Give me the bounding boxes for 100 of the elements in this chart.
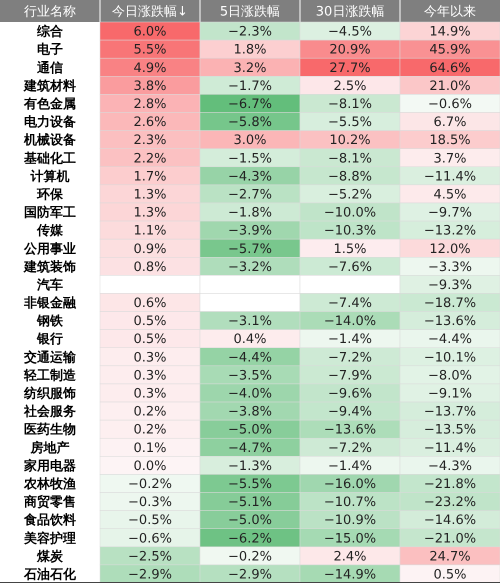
- data-label: −18.7%: [424, 296, 476, 312]
- data-label: 27.7%: [329, 60, 371, 76]
- data-label: −13.7%: [424, 404, 476, 420]
- x-tick-label: 5日涨跌幅: [220, 4, 280, 20]
- data-label: −10.1%: [424, 350, 476, 366]
- data-label: 0.5%: [133, 314, 167, 330]
- data-label: 0.6%: [133, 296, 167, 312]
- data-label: −4.5%: [328, 24, 372, 40]
- data-label: −10.9%: [324, 513, 376, 528]
- data-label: −9.6%: [328, 386, 372, 402]
- data-label: 6.7%: [433, 115, 467, 130]
- y-tick-label: 机械设备: [23, 133, 76, 148]
- data-label: −1.4%: [328, 458, 372, 474]
- y-tick-label: 环保: [36, 187, 64, 202]
- data-label: 12.0%: [429, 242, 471, 257]
- data-label: 0.3%: [133, 368, 167, 384]
- x-tick-label: 今年以来: [424, 4, 476, 20]
- data-label: −7.6%: [328, 260, 372, 275]
- data-label: −13.2%: [424, 224, 476, 239]
- data-label: 1.7%: [133, 169, 167, 184]
- y-tick-label: 轻工制造: [23, 368, 77, 384]
- y-tick-label: 汽车: [36, 276, 63, 293]
- x-tick-label: 今日涨跌幅↓: [112, 4, 188, 20]
- data-label: −13.6%: [324, 422, 376, 438]
- data-label: −15.0%: [324, 531, 376, 546]
- y-tick-label: 有色金属: [23, 96, 76, 112]
- data-label: −5.0%: [228, 422, 272, 438]
- data-label: 0.9%: [133, 242, 167, 257]
- data-label: −7.4%: [328, 296, 372, 312]
- data-label: 2.2%: [133, 151, 167, 166]
- data-label: −5.1%: [228, 495, 272, 510]
- y-tick-label: 通信: [36, 60, 63, 76]
- data-label: −3.3%: [428, 260, 472, 275]
- data-label: 4.9%: [133, 60, 167, 76]
- data-label: 45.9%: [429, 42, 471, 58]
- data-label: −4.3%: [228, 169, 272, 184]
- data-label: 0.2%: [133, 404, 167, 420]
- data-label: 0.0%: [133, 458, 167, 474]
- data-label: 0.5%: [133, 332, 167, 348]
- y-tick-label: 农林牧渔: [23, 477, 76, 492]
- data-label: −3.8%: [228, 404, 272, 420]
- data-label: 2.5%: [333, 78, 367, 94]
- data-label: −1.4%: [328, 332, 372, 348]
- y-tick-label: 传媒: [36, 224, 64, 239]
- data-label: −8.8%: [328, 169, 372, 184]
- data-label: −1.5%: [228, 151, 272, 166]
- data-label: −1.8%: [228, 206, 272, 221]
- y-tick-label: 建筑材料: [23, 78, 76, 94]
- data-label: 2.8%: [133, 96, 167, 112]
- data-label: −8.0%: [428, 368, 472, 384]
- data-label: −21.8%: [424, 477, 476, 492]
- data-label: 2.3%: [133, 133, 167, 148]
- data-label: −7.9%: [328, 368, 372, 384]
- data-label: −0.2%: [128, 477, 172, 492]
- data-label: −5.0%: [228, 513, 272, 528]
- data-label: −2.5%: [128, 549, 172, 564]
- data-label: −14.0%: [324, 314, 376, 330]
- data-label: −11.4%: [424, 440, 476, 456]
- y-tick-label: 商贸零售: [23, 494, 76, 510]
- data-label: 4.5%: [433, 187, 467, 202]
- y-tick-label: 房地产: [30, 440, 70, 456]
- data-label: 10.2%: [329, 133, 371, 148]
- data-label: −10.7%: [324, 495, 376, 510]
- y-tick-label: 计算机: [30, 169, 70, 184]
- data-label: 1.5%: [333, 242, 367, 257]
- data-label: −4.3%: [428, 458, 472, 474]
- y-tick-label: 银行: [36, 332, 63, 348]
- x-tick-label: 30日涨跌幅: [316, 4, 384, 20]
- data-label: −5.8%: [228, 115, 272, 130]
- data-label: −13.6%: [424, 314, 476, 330]
- data-label: −14.9%: [324, 568, 376, 582]
- data-label: 3.0%: [233, 133, 267, 148]
- data-label: −9.1%: [428, 386, 472, 402]
- y-tick-label: 建筑装饰: [23, 260, 76, 275]
- data-label: 3.2%: [233, 60, 267, 76]
- data-label: 20.9%: [329, 42, 371, 58]
- data-label: −7.2%: [328, 440, 372, 456]
- data-label: −16.0%: [324, 477, 376, 492]
- data-label: −1.3%: [228, 458, 272, 474]
- data-label: −2.9%: [128, 568, 172, 582]
- data-label: −7.2%: [328, 350, 372, 366]
- data-label: 3.7%: [433, 151, 467, 166]
- data-label: 0.2%: [133, 422, 167, 438]
- data-label: 0.8%: [133, 260, 167, 275]
- data-label: −9.3%: [428, 278, 472, 293]
- data-label: −6.7%: [228, 96, 272, 112]
- data-label: −5.5%: [228, 477, 272, 492]
- data-label: −4.4%: [428, 332, 472, 348]
- data-label: −1.7%: [228, 78, 272, 94]
- data-label: 1.3%: [133, 187, 167, 202]
- data-label: −5.2%: [328, 187, 372, 202]
- y-tick-label: 石油石化: [23, 568, 77, 582]
- data-label: −2.9%: [228, 568, 272, 582]
- data-label: −0.5%: [128, 513, 172, 528]
- data-label: −0.3%: [128, 495, 172, 510]
- data-label: −10.0%: [324, 206, 376, 221]
- data-label: 24.7%: [429, 549, 471, 564]
- y-tick-label: 电力设备: [24, 115, 76, 130]
- data-label: −6.2%: [228, 531, 272, 546]
- data-label: −3.5%: [228, 368, 272, 384]
